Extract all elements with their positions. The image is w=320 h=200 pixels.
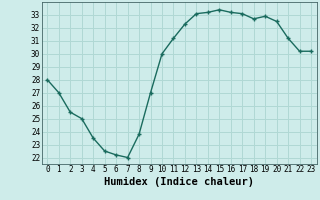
- X-axis label: Humidex (Indice chaleur): Humidex (Indice chaleur): [104, 177, 254, 187]
